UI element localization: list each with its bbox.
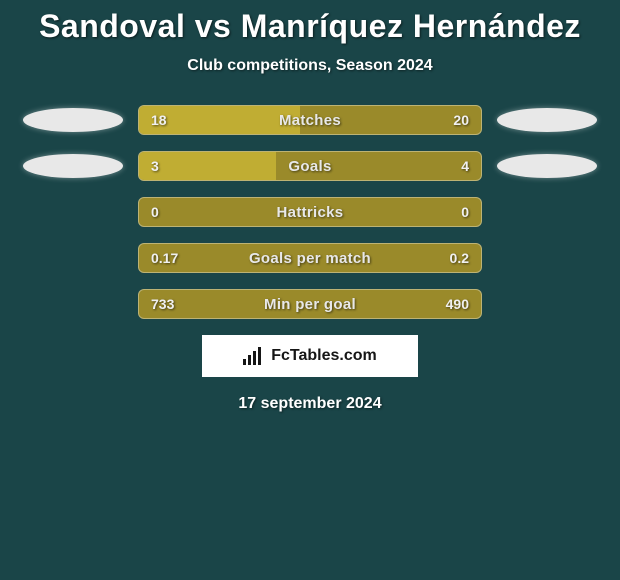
- stat-label: Hattricks: [139, 198, 481, 226]
- avatar-right-slot: [492, 151, 602, 181]
- stat-bar-hattricks: 0 Hattricks 0: [138, 197, 482, 227]
- stat-bar-gpm: 0.17 Goals per match 0.2: [138, 243, 482, 273]
- stat-right-value: 4: [461, 152, 469, 180]
- avatar-right-slot: [492, 105, 602, 135]
- player-left-avatar: [23, 108, 123, 132]
- stat-label: Goals: [139, 152, 481, 180]
- stat-bar-goals: 3 Goals 4: [138, 151, 482, 181]
- stat-right-value: 0.2: [450, 244, 469, 272]
- comparison-card: Sandoval vs Manríquez Hernández Club com…: [0, 0, 620, 413]
- stat-row: 3 Goals 4: [0, 151, 620, 181]
- stat-row: 0.17 Goals per match 0.2: [0, 243, 620, 273]
- avatar-left-slot: [18, 151, 128, 181]
- stat-row: 0 Hattricks 0: [0, 197, 620, 227]
- branding-text: FcTables.com: [271, 347, 377, 365]
- page-title: Sandoval vs Manríquez Hernández: [0, 8, 620, 45]
- player-right-avatar: [497, 108, 597, 132]
- player-right-avatar: [497, 154, 597, 178]
- stat-row: 18 Matches 20: [0, 105, 620, 135]
- stat-label: Matches: [139, 106, 481, 134]
- stat-bar-mpg: 733 Min per goal 490: [138, 289, 482, 319]
- avatar-left-slot: [18, 105, 128, 135]
- player-left-avatar: [23, 154, 123, 178]
- stat-label: Goals per match: [139, 244, 481, 272]
- stat-row: 733 Min per goal 490: [0, 289, 620, 319]
- date-label: 17 september 2024: [0, 395, 620, 413]
- subtitle: Club competitions, Season 2024: [0, 57, 620, 75]
- branding-badge: FcTables.com: [202, 335, 418, 377]
- stat-right-value: 490: [446, 290, 469, 318]
- stat-bar-matches: 18 Matches 20: [138, 105, 482, 135]
- stat-right-value: 20: [453, 106, 469, 134]
- stat-label: Min per goal: [139, 290, 481, 318]
- chart-icon: [243, 347, 265, 365]
- stat-right-value: 0: [461, 198, 469, 226]
